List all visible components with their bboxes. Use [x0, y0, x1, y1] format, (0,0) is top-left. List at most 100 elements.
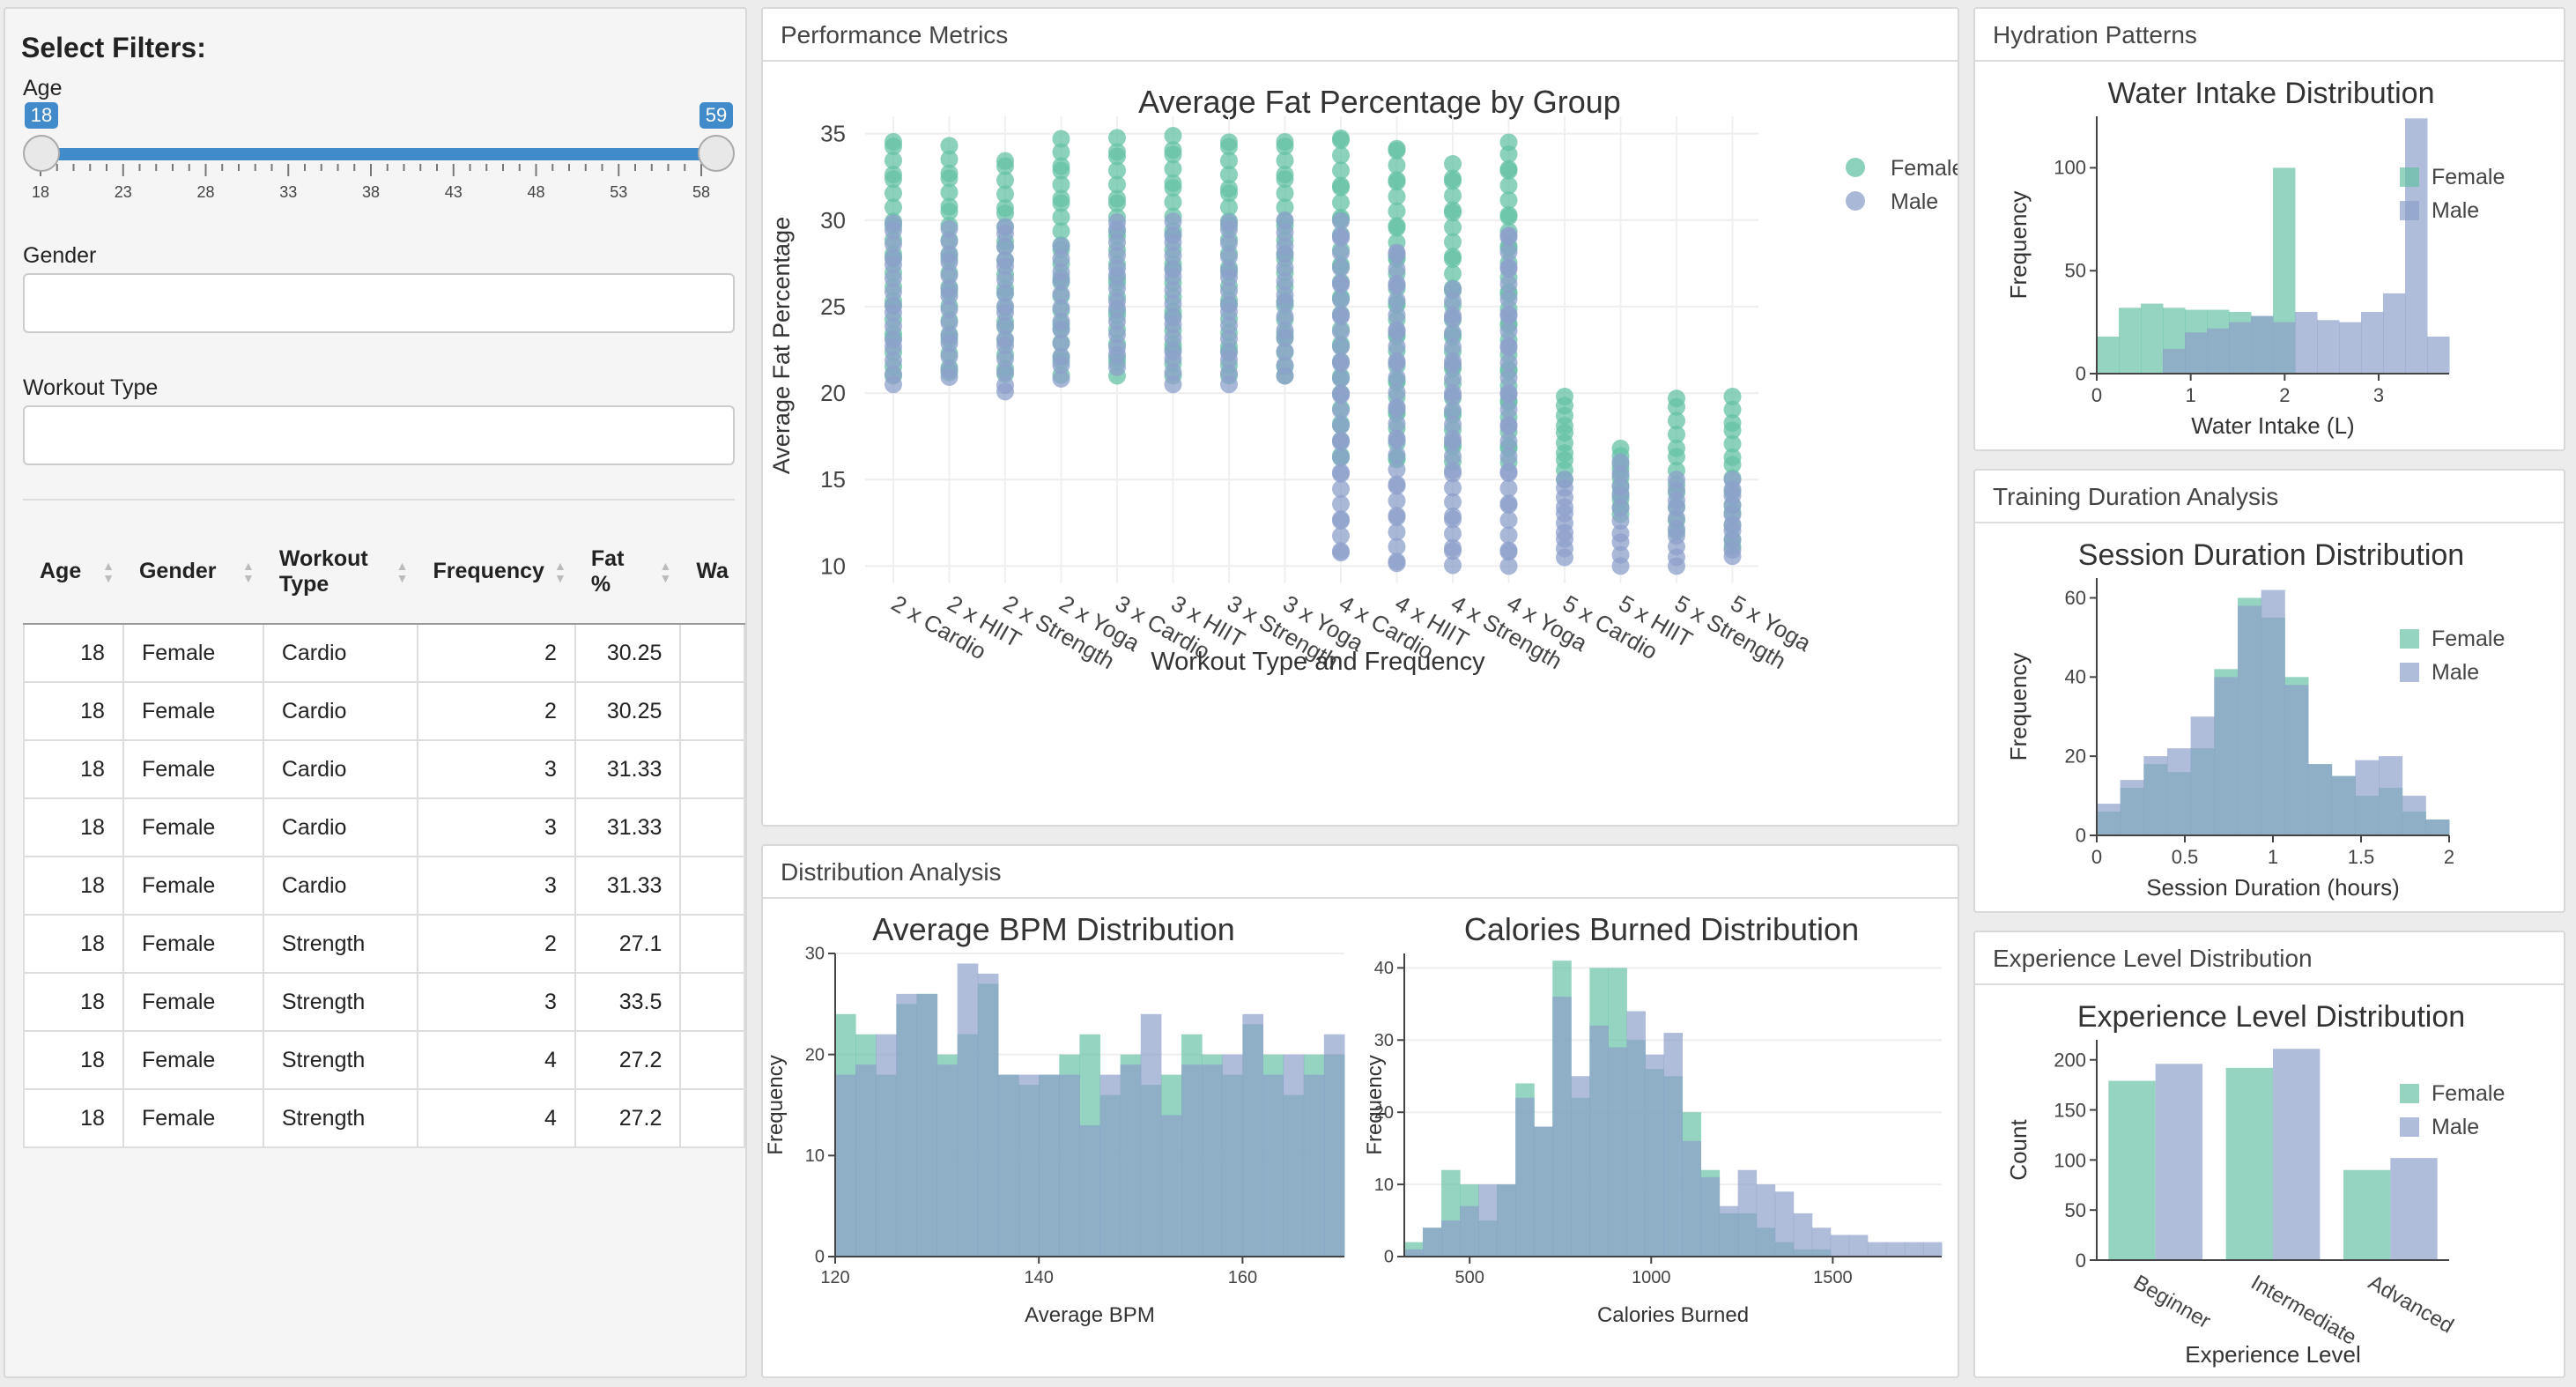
- slider-tick-label: 33: [279, 183, 297, 201]
- point-male: [1332, 352, 1350, 371]
- point-female: [1332, 161, 1350, 180]
- point-male: [996, 271, 1014, 289]
- point-male: [1332, 463, 1350, 481]
- sort-arrows-icon[interactable]: ▲ ▼: [659, 558, 672, 585]
- point-female: [1499, 191, 1518, 210]
- point-male: [1332, 542, 1350, 560]
- point-male: [1611, 545, 1630, 564]
- point-male: [1276, 211, 1294, 229]
- bar-male: [2163, 348, 2186, 374]
- sort-arrows-icon[interactable]: ▲ ▼: [554, 558, 566, 585]
- y-tick-label: 20: [1374, 1103, 1394, 1123]
- column-header[interactable]: Age ▲ ▼: [24, 520, 123, 625]
- point-male: [1276, 258, 1294, 277]
- point-male: [1388, 460, 1406, 478]
- point-male: [1276, 237, 1294, 256]
- slider-max-handle[interactable]: [698, 135, 735, 172]
- table-row[interactable]: 18 Female Strength 4 27.2: [23, 1089, 745, 1148]
- bar-male: [1885, 1242, 1906, 1257]
- point-male: [1444, 369, 1462, 388]
- y-tick-label: 20: [2065, 745, 2086, 767]
- table-cell: Cardio: [263, 740, 418, 799]
- table-cell: 33.5: [574, 973, 682, 1032]
- point-female: [1052, 222, 1070, 241]
- table-cell: 27.2: [574, 1031, 682, 1090]
- column-header[interactable]: Fat% ▲ ▼: [574, 520, 681, 625]
- bar-male: [1774, 1191, 1795, 1257]
- slider-ticks: 18 23 28 33 38 43 48 53 58: [32, 164, 710, 201]
- bar-male: [2427, 336, 2450, 374]
- y-tick-label: 20: [820, 380, 846, 406]
- point-male: [1220, 364, 1238, 382]
- point-male: [1332, 448, 1350, 466]
- bar-male: [1160, 1115, 1182, 1257]
- point-female: [885, 184, 902, 203]
- point-male: [1499, 400, 1518, 419]
- x-tick-label: 2: [2444, 846, 2454, 868]
- sort-arrows-icon[interactable]: ▲ ▼: [241, 558, 255, 585]
- sort-arrows-icon[interactable]: ▲ ▼: [396, 558, 409, 585]
- y-tick-label: 10: [805, 1146, 825, 1166]
- column-header[interactable]: Frequency ▲ ▼: [417, 520, 575, 625]
- bar-male: [1181, 1064, 1203, 1257]
- legend-label-male: Male: [2432, 660, 2479, 685]
- point-female: [1052, 143, 1070, 161]
- point-male: [1499, 479, 1518, 498]
- calories-chart: Calories Burned Distribution 0 10 20 30 40 500…: [1363, 911, 1943, 1327]
- bar-male: [1552, 997, 1572, 1257]
- bar-male: [1645, 1054, 1664, 1257]
- point-male: [1499, 337, 1518, 355]
- point-male: [1499, 275, 1518, 293]
- column-header[interactable]: Workout Type ▲ ▼: [263, 520, 418, 625]
- table-row[interactable]: 18 Female Strength 3 33.5: [23, 973, 745, 1032]
- bar-male: [1700, 1176, 1721, 1257]
- point-male: [1499, 557, 1518, 575]
- y-tick-label: 30: [805, 945, 825, 964]
- slider-min-handle[interactable]: [23, 135, 60, 172]
- point-female: [940, 164, 959, 182]
- workout-type-select[interactable]: [23, 405, 735, 465]
- table-row[interactable]: 18 Female Cardio 3 31.33: [23, 857, 745, 916]
- point-male: [940, 300, 959, 319]
- table-row[interactable]: 18 Female Cardio 2 30.25: [23, 682, 745, 741]
- table-cell-truncated: [680, 973, 745, 1032]
- point-male: [885, 283, 902, 301]
- table-cell: 18: [23, 1089, 124, 1148]
- table-row[interactable]: 18 Female Strength 2 27.1: [23, 915, 745, 974]
- gender-select[interactable]: [23, 273, 735, 333]
- point-female: [1499, 176, 1518, 195]
- point-female: [1332, 129, 1350, 147]
- point-male: [1556, 471, 1573, 489]
- point-female: [1611, 439, 1630, 457]
- point-male: [1108, 358, 1126, 376]
- bar-male: [1589, 1025, 1609, 1257]
- table-cell: Female: [122, 740, 264, 799]
- bar-male: [2214, 677, 2239, 835]
- table-row[interactable]: 18 Female Cardio 3 31.33: [23, 740, 745, 799]
- point-female: [1332, 176, 1350, 195]
- point-female: [1276, 152, 1294, 170]
- point-male: [1499, 322, 1518, 340]
- point-male: [1444, 401, 1462, 419]
- column-header[interactable]: Wa: [680, 520, 744, 625]
- y-tick-label: 0: [815, 1248, 825, 1267]
- legend-swatch-male: [2400, 1117, 2419, 1137]
- point-male: [1444, 337, 1462, 356]
- slider-tick-label: 43: [445, 183, 463, 201]
- divider: [23, 499, 735, 501]
- y-axis-label: Average Fat Percentage: [768, 217, 795, 474]
- column-header[interactable]: Gender ▲ ▼: [122, 520, 263, 625]
- age-range-slider[interactable]: 18 23 28 33 38 43 48 53 58 18 59: [5, 97, 747, 229]
- point-male: [1052, 237, 1070, 256]
- table-cell-truncated: [680, 857, 745, 916]
- point-male: [1388, 291, 1406, 309]
- table-row[interactable]: 18 Female Cardio 3 31.33: [23, 798, 745, 857]
- bar-male: [2379, 756, 2403, 835]
- sort-arrows-icon[interactable]: ▲ ▼: [102, 558, 115, 585]
- table-row[interactable]: 18 Female Strength 4 27.2: [23, 1031, 745, 1090]
- point-male: [1220, 330, 1238, 348]
- table-row[interactable]: 18 Female Cardio 2 30.25: [23, 624, 745, 683]
- point-male: [1388, 475, 1406, 493]
- x-axis-label: Experience Level: [2185, 1341, 2360, 1368]
- point-female: [1052, 189, 1070, 208]
